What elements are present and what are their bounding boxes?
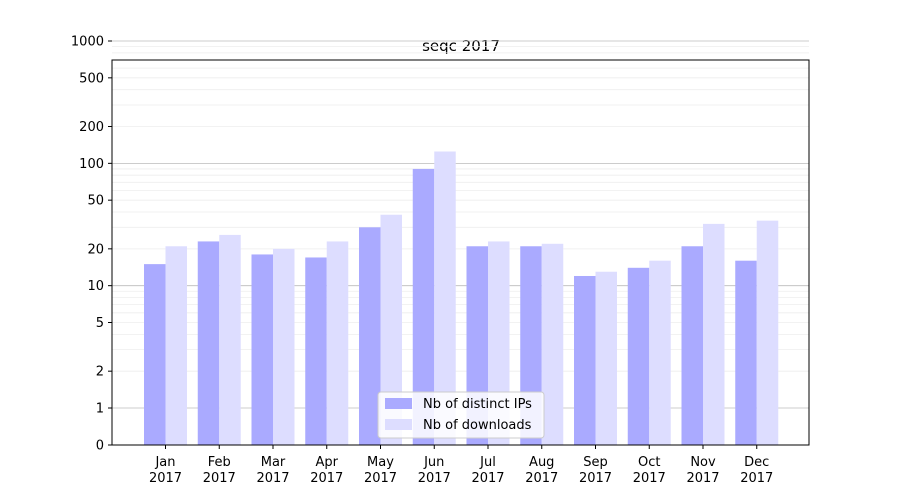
x-tick-label-month: May [367, 455, 394, 470]
y-tick-label: 500 [79, 71, 104, 86]
bar-downloads [649, 260, 671, 445]
y-axis: 0 1 2 5 10 20 50 100 200 500 1000 [71, 35, 112, 454]
legend-swatch-ips [385, 398, 412, 409]
bar-distinct-ips [144, 264, 166, 445]
y-tick-label: 2 [96, 365, 104, 380]
x-tick-label-month: Apr [316, 455, 339, 470]
bar-downloads [541, 243, 564, 445]
x-tick-label-year: 2017 [256, 471, 289, 486]
legend-label-downloads: Nb of downloads [423, 418, 532, 433]
x-tick-label-year: 2017 [203, 471, 236, 486]
x-tick-label-year: 2017 [149, 471, 182, 486]
bar-downloads [756, 220, 779, 445]
x-tick-label-month: Oct [638, 455, 660, 470]
bar-distinct-ips [681, 246, 703, 445]
x-tick-label-year: 2017 [310, 471, 343, 486]
y-tick-label: 50 [87, 194, 104, 209]
x-tick-label-year: 2017 [418, 471, 451, 486]
bar-downloads [380, 214, 402, 445]
legend-box [377, 391, 545, 439]
bar-distinct-ips [412, 168, 435, 446]
y-tick-label: 1 [96, 402, 104, 417]
x-tick-label-month: Nov [690, 455, 716, 470]
x-tick-label-month: Jul [479, 455, 496, 470]
plot-frame [111, 59, 810, 446]
x-tick-label-year: 2017 [579, 471, 612, 486]
x-tick-label-month: Sep [583, 455, 608, 470]
bar-downloads [703, 223, 725, 445]
y-tick-label: 5 [96, 316, 104, 331]
x-tick-label-year: 2017 [471, 471, 504, 486]
x-tick-label-month: Dec [744, 455, 769, 470]
y-tick-label: 20 [87, 242, 104, 257]
x-tick-label-month: Jun [423, 455, 444, 470]
x-tick-label-month: Jan [154, 455, 175, 470]
bar-downloads [273, 248, 295, 445]
x-axis: Jan2017Feb2017Mar2017Apr2017May2017Jun20… [149, 445, 773, 486]
chart-title: seqc 2017 [422, 37, 500, 55]
y-tick-label: 0 [96, 439, 104, 454]
y-tick-label: 200 [79, 120, 104, 135]
bar-distinct-ips [735, 260, 757, 445]
bar-downloads [326, 241, 349, 445]
bar-downloads [165, 246, 187, 445]
bar-distinct-ips [359, 227, 381, 445]
y-tick-label: 1000 [71, 35, 104, 50]
legend-label-ips: Nb of distinct IPs [423, 397, 532, 412]
x-tick-label-month: Feb [208, 455, 231, 470]
bar-distinct-ips [251, 254, 273, 445]
bar-downloads [595, 271, 617, 445]
bar-distinct-ips [627, 267, 650, 445]
x-tick-label-year: 2017 [364, 471, 397, 486]
x-tick-label-month: Aug [529, 455, 554, 470]
y-tick-label: 100 [79, 157, 104, 172]
bar-distinct-ips [574, 275, 596, 445]
bar-distinct-ips [197, 241, 220, 445]
x-tick-label-year: 2017 [686, 471, 719, 486]
x-tick-label-month: Mar [261, 455, 286, 470]
x-tick-label-year: 2017 [740, 471, 773, 486]
x-tick-label-year: 2017 [525, 471, 558, 486]
bar-distinct-ips [305, 257, 327, 445]
bar-downloads [219, 234, 241, 445]
y-tick-label: 10 [87, 279, 104, 294]
legend: Nb of distinct IPs Nb of downloads [377, 391, 545, 439]
bar-downloads [434, 151, 456, 446]
x-tick-label-year: 2017 [633, 471, 666, 486]
legend-swatch-downloads [385, 419, 412, 430]
